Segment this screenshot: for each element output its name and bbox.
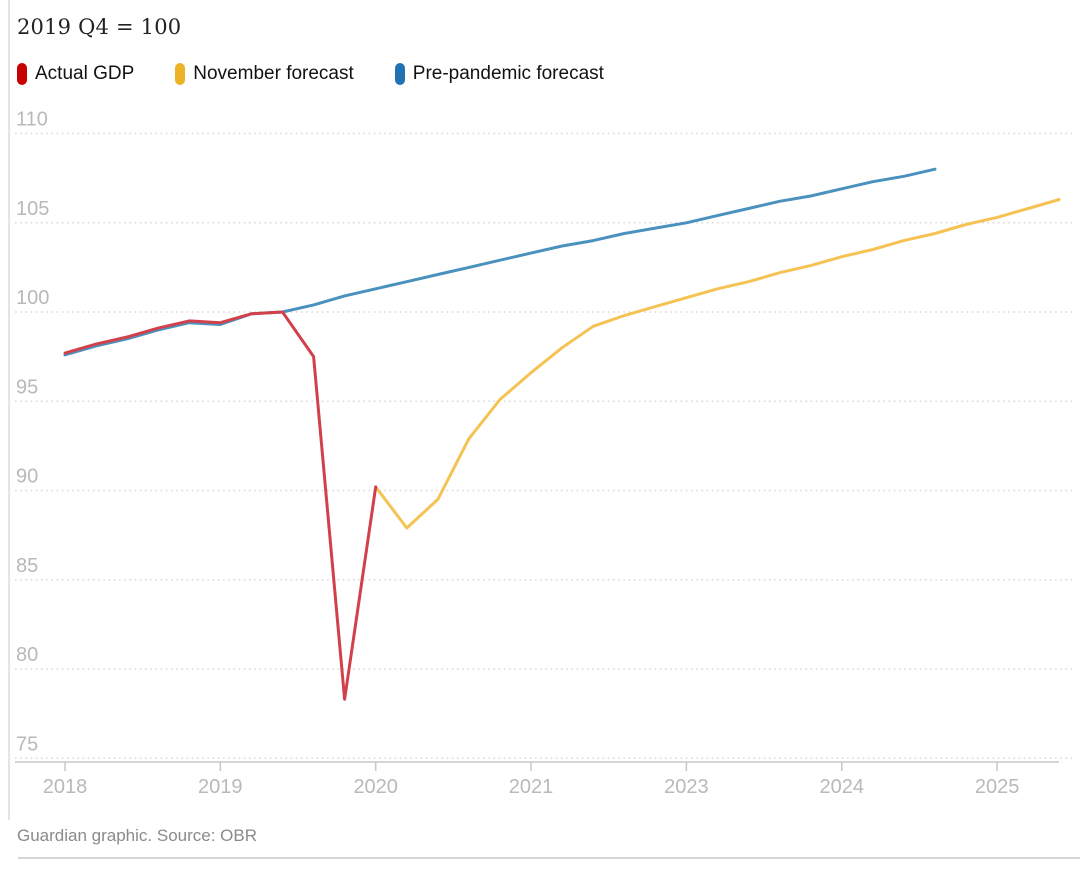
y-axis-tick-label: 75 [16,733,38,755]
legend-item-pre-pandemic-forecast: Pre-pandemic forecast [394,63,604,85]
x-axis-tick-label: 2021 [509,776,554,798]
x-axis-tick-label: 2023 [664,776,709,798]
chart-title: 2019 Q4 = 100 [17,15,182,39]
legend-label: Pre-pandemic forecast [412,63,604,84]
series-line-november-forecast [374,198,1061,530]
x-axis-tick-label: 2018 [43,776,88,798]
legend-label: Actual GDP [35,63,135,84]
series-line-pre-pandemic-forecast [63,167,937,357]
x-axis-tick-label: 2025 [975,776,1020,798]
legend-item-actual-gdp: Actual GDP [17,63,134,85]
legend-item-november-forecast: November forecast [175,63,354,85]
left-border-divider [8,0,10,820]
legend-swatch-actual-gdp-icon [17,63,27,85]
x-axis-tick-label: 2019 [198,776,243,798]
y-axis-tick-label: 85 [16,555,38,577]
bottom-border-divider [18,857,1080,859]
y-axis-tick-label: 95 [16,376,38,398]
x-axis: 2018 2019 2020 2021 2023 2024 2025 [15,761,1059,798]
legend-label: November forecast [193,63,354,84]
y-axis-tick-label: 90 [16,466,38,488]
legend: Actual GDP November forecast Pre-pandemi… [17,63,604,85]
y-axis-tick-label: 80 [16,644,38,666]
gridlines: 110 105 100 95 90 85 80 75 [15,109,1072,760]
x-axis-tick-label: 2020 [353,776,398,798]
source-attribution: Guardian graphic. Source: OBR [17,826,258,845]
legend-swatch-pre-pandemic-forecast-icon [394,63,405,85]
x-axis-tick-label: 2024 [820,776,865,798]
y-axis-tick-label: 105 [16,198,49,220]
legend-swatch-november-forecast-icon [175,63,186,85]
series-line-actual-gdp [63,310,378,701]
y-axis-tick-label: 100 [16,287,49,309]
y-axis-tick-label: 110 [16,109,48,131]
